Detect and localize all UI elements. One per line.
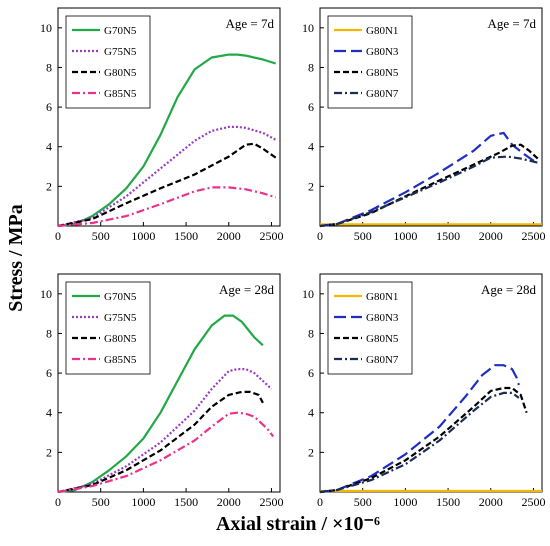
series-line-g85n5 xyxy=(57,186,277,228)
legend-label: G80N5 xyxy=(104,333,137,345)
x-tick-label: 2500 xyxy=(259,495,283,509)
age-annotation: Age = 7d xyxy=(226,16,275,31)
legend-label: G75N5 xyxy=(104,312,137,324)
x-tick-label: 1500 xyxy=(174,229,198,243)
legend-label: G80N5 xyxy=(104,67,137,79)
legend-label: G80N3 xyxy=(366,46,399,58)
y-tick-label: 10 xyxy=(40,287,52,301)
age-annotation: Age = 7d xyxy=(488,16,537,31)
legend: G70N5 G75N5 G80N5 G85N5 xyxy=(65,15,151,109)
series-line-g70n5 xyxy=(57,314,264,494)
x-tick-label: 0 xyxy=(55,229,61,243)
series-line-g75n5 xyxy=(57,125,277,228)
legend-label: G80N3 xyxy=(366,312,399,324)
x-tick-label: 2500 xyxy=(259,229,283,243)
y-axis-title: Stress / MPa xyxy=(5,204,27,311)
legend: G70N5 G75N5 G80N5 G85N5 xyxy=(65,281,151,375)
legend-label: G85N5 xyxy=(104,354,137,366)
y-tick-label: 8 xyxy=(46,60,52,74)
legend-label: G80N5 xyxy=(366,67,399,79)
x-tick-label: 1500 xyxy=(436,229,460,243)
plot-frame xyxy=(57,273,281,493)
legend-label: G80N1 xyxy=(366,25,398,37)
age-annotation: Age = 28d xyxy=(219,282,274,297)
x-tick-label: 1000 xyxy=(393,229,417,243)
y-tick-label: 8 xyxy=(46,326,52,340)
legend-label: G75N5 xyxy=(104,46,137,58)
y-tick-label: 2 xyxy=(46,179,52,193)
age-annotation: Age = 28d xyxy=(481,282,536,297)
legend-label: G80N5 xyxy=(366,333,399,345)
series-line-g80n3 xyxy=(319,364,520,494)
x-tick-label: 500 xyxy=(92,495,110,509)
legend-label: G80N1 xyxy=(366,291,398,303)
y-tick-label: 6 xyxy=(46,100,52,114)
y-tick-label: 10 xyxy=(40,21,52,35)
series-line-g80n3 xyxy=(319,131,539,228)
y-tick-label: 4 xyxy=(46,406,52,420)
x-axis-title: Axial strain / ×10⁻⁶ xyxy=(216,513,380,535)
x-tick-label: 0 xyxy=(317,495,323,509)
series-line-g75n5 xyxy=(57,368,273,494)
y-tick-label: 2 xyxy=(308,445,314,459)
x-tick-label: 500 xyxy=(354,229,372,243)
series-line-g80n7 xyxy=(319,155,538,228)
x-tick-label: 1500 xyxy=(174,495,198,509)
y-tick-label: 2 xyxy=(46,445,52,459)
series-line-g80n5 xyxy=(57,390,264,494)
plot-frame xyxy=(57,7,281,227)
chart-panel-3: 0 500 1000 1500 2000 2500 2 4 6 8 10 Age = 28d G70N5… xyxy=(40,273,283,509)
y-tick-label: 8 xyxy=(308,60,314,74)
x-tick-label: 0 xyxy=(55,495,61,509)
y-tick-label: 8 xyxy=(308,326,314,340)
legend-label: G70N5 xyxy=(104,25,137,37)
y-tick-label: 6 xyxy=(46,366,52,380)
y-tick-label: 4 xyxy=(308,140,314,154)
x-tick-label: 2000 xyxy=(479,229,503,243)
series-line-g70n5 xyxy=(57,53,277,228)
series-line-g80n5 xyxy=(319,143,539,228)
y-tick-label: 2 xyxy=(308,179,314,193)
x-tick-label: 1500 xyxy=(436,495,460,509)
x-tick-label: 2000 xyxy=(217,229,241,243)
legend-box xyxy=(65,15,151,109)
x-tick-label: 1000 xyxy=(131,495,155,509)
x-tick-label: 2500 xyxy=(521,229,545,243)
legend-label: G70N5 xyxy=(104,291,137,303)
series-line-g80n7 xyxy=(319,391,520,494)
x-tick-label: 1000 xyxy=(393,495,417,509)
chart-panel-4: 0 500 1000 1500 2000 2500 2 4 6 8 10 Age = 28d G80N1… xyxy=(302,273,545,509)
x-tick-label: 1000 xyxy=(131,229,155,243)
series-line-g80n5 xyxy=(319,386,528,494)
x-tick-label: 2000 xyxy=(479,495,503,509)
y-tick-label: 6 xyxy=(308,366,314,380)
series-line-g80n5 xyxy=(57,142,277,228)
legend-label: G85N5 xyxy=(104,88,137,100)
y-tick-label: 6 xyxy=(308,100,314,114)
y-tick-label: 10 xyxy=(302,21,314,35)
x-tick-label: 0 xyxy=(317,229,323,243)
x-tick-label: 500 xyxy=(92,229,110,243)
y-tick-label: 4 xyxy=(46,140,52,154)
y-tick-label: 10 xyxy=(302,287,314,301)
legend: G80N1 G80N3 G80N5 G80N7 xyxy=(327,15,413,109)
legend-label: G80N7 xyxy=(366,88,399,100)
legend-label: G80N7 xyxy=(366,354,399,366)
x-tick-label: 500 xyxy=(354,495,372,509)
legend: G80N1 G80N3 G80N5 G80N7 xyxy=(327,281,413,375)
plot-frame xyxy=(319,7,543,227)
series-line-g85n5 xyxy=(57,411,275,494)
y-tick-label: 4 xyxy=(308,406,314,420)
x-tick-label: 2000 xyxy=(217,495,241,509)
x-tick-label: 2500 xyxy=(521,495,545,509)
